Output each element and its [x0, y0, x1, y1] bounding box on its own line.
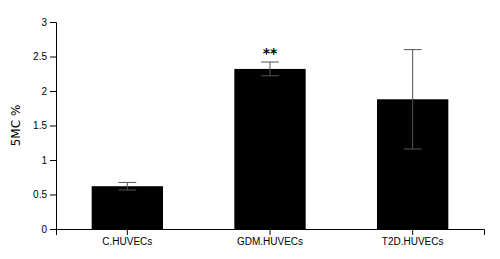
x-tick-mark	[127, 229, 128, 235]
y-tick-label: 2	[41, 86, 47, 97]
marks	[92, 50, 449, 229]
x-tick: T2D.HUVECs	[382, 229, 444, 247]
error-bar	[261, 62, 279, 76]
error-bar-cap	[404, 49, 422, 50]
error-bar-cap	[261, 75, 279, 76]
bar	[234, 69, 305, 229]
x-tick-mark	[270, 229, 271, 235]
significance-label: **	[263, 45, 278, 61]
y-tick: 0.5	[33, 189, 56, 200]
y-tick-mark	[50, 229, 56, 230]
x-tick-label: GDM.HUVECs	[237, 236, 303, 247]
y-tick-mark	[50, 160, 56, 161]
error-bar	[118, 182, 136, 190]
x-axis: C.HUVECs GDM.HUVECs T2D.HUVECs	[57, 229, 485, 247]
error-bar-cap	[118, 182, 136, 183]
y-tick-label: 3	[41, 17, 47, 28]
error-bar	[404, 50, 422, 149]
x-tick-label: C.HUVECs	[102, 236, 152, 247]
plot: 0 0.5 1 1.5 2 2.5 3 C.HUVECs GDM.HUVECs T2D.HUVEC…	[33, 17, 484, 247]
error-bar-stem	[412, 50, 413, 149]
y-tick: 2.5	[33, 51, 56, 62]
error-bar-stem	[270, 62, 271, 76]
x-axis-line	[57, 230, 485, 236]
error-bar-stem	[127, 182, 128, 190]
annotations: **	[263, 45, 278, 61]
y-tick-mark	[50, 22, 56, 23]
y-tick: 0	[41, 224, 56, 235]
y-tick-label: 0	[41, 224, 47, 235]
y-axis: 0 0.5 1 1.5 2 2.5 3	[33, 17, 56, 235]
y-axis-title: 5MC %	[9, 105, 23, 147]
error-bar-cap	[118, 190, 136, 191]
y-tick-mark	[50, 57, 56, 58]
y-tick: 1.5	[33, 120, 56, 131]
x-tick: GDM.HUVECs	[237, 229, 303, 247]
y-tick: 1	[41, 155, 56, 166]
y-tick-mark	[50, 195, 56, 196]
x-tick-label: T2D.HUVECs	[382, 236, 444, 247]
x-tick: C.HUVECs	[102, 229, 152, 247]
y-tick-mark	[50, 91, 56, 92]
y-tick-label: 0.5	[33, 189, 47, 200]
y-tick-label: 1.5	[33, 120, 47, 131]
bar	[92, 186, 163, 229]
y-axis-line	[50, 23, 57, 230]
chart: 0 0.5 1 1.5 2 2.5 3 C.HUVECs GDM.HUVECs T2D.HUVEC…	[0, 0, 500, 259]
y-tick-label: 1	[41, 155, 47, 166]
x-tick-mark	[412, 229, 413, 235]
y-tick: 2	[41, 86, 56, 97]
y-tick-mark	[50, 126, 56, 127]
y-tick-label: 2.5	[33, 51, 47, 62]
y-tick: 3	[41, 17, 56, 28]
error-bar-cap	[404, 148, 422, 149]
error-bar-cap	[261, 62, 279, 63]
